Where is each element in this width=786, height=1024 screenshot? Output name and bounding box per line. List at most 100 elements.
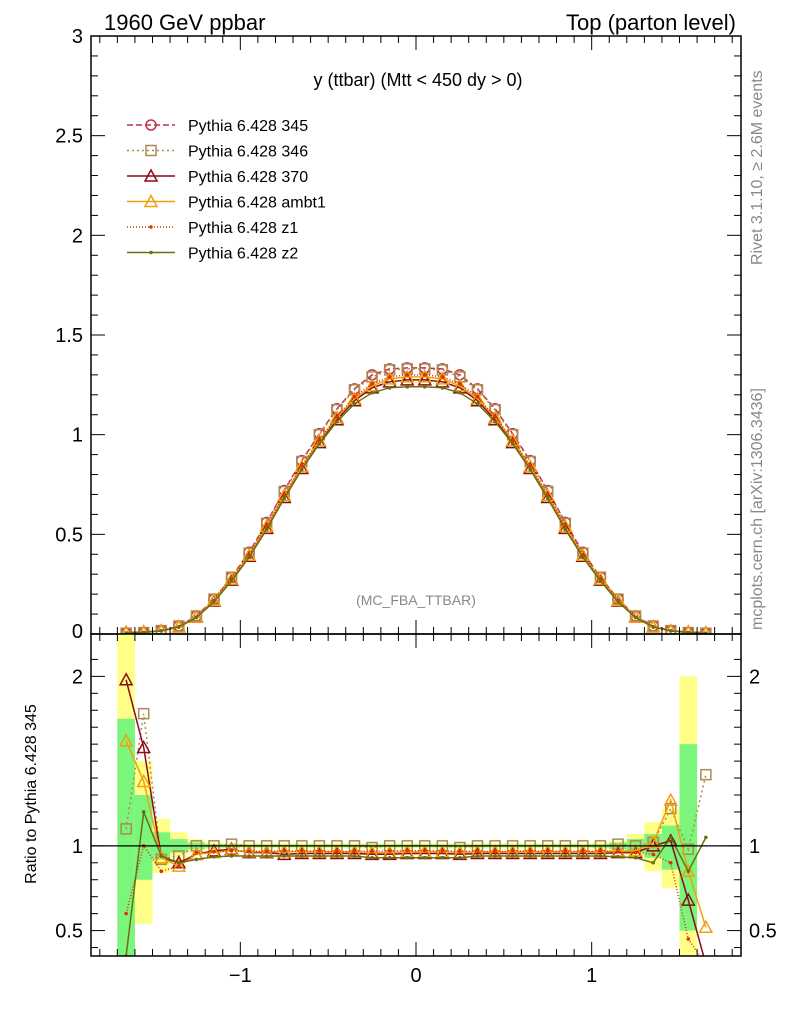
legend-entry-label: Pythia 6.428 ambt1 [188, 195, 326, 212]
main-point-z2-dot-marker [422, 385, 427, 389]
main-point-z1-dot-marker [458, 382, 462, 386]
ratio-point-s370-triangle-marker [347, 845, 362, 860]
ratio-point-z2-dot-marker [475, 854, 480, 858]
main-series-group [120, 362, 712, 634]
main-point-z1-dot-marker [528, 463, 532, 468]
main-point-ambt1-triangle-marker [276, 487, 292, 502]
ratio-point-z1-dot-marker [370, 849, 374, 854]
ratio-point-s370-triangle-marker [118, 672, 134, 686]
ratio-series-line-ambt1 [125, 740, 707, 928]
ratio-point-z2-dot-marker [229, 854, 234, 858]
main-point-s370-triangle-marker [399, 372, 415, 386]
ratio-point-z1-dot-marker [212, 849, 216, 854]
main-point-z1-dot-marker [352, 394, 357, 399]
ratio-point-z1-dot-marker [317, 849, 322, 853]
main-point-s370-triangle-marker [540, 489, 556, 504]
legend-entry-label: Pythia 6.428 346 [188, 144, 308, 161]
ratio-xtick-label: −1 [229, 965, 252, 987]
main-point-z2-dot-marker [229, 579, 234, 583]
ratio-point-z1-dot-marker [264, 849, 269, 854]
process-label: Top (parton level) [566, 10, 736, 35]
ratio-point-z1-dot-marker [458, 849, 462, 854]
ratio-ytick-label: 0.5 [55, 921, 83, 943]
ratio-point-z2-dot-marker [194, 857, 199, 862]
ratio-axes: 0.5 0.5 1 1 2 2 −1 0 1 [55, 633, 777, 987]
ratio-point-ambt1-triangle-marker [681, 863, 696, 878]
legend-triangle-marker [143, 168, 159, 182]
main-point-z1-dot-marker [387, 375, 392, 379]
ratio-point-z2-dot-marker [440, 855, 445, 860]
main-point-z2-dot-marker [370, 391, 374, 395]
ratio-point-z2-dot-marker [159, 854, 164, 858]
ratio-point-s370-triangle-marker [593, 845, 608, 860]
ratio-point-z2-dot-marker [616, 855, 620, 859]
ratio-series-line-s370 [125, 679, 705, 956]
main-point-z1-dot-marker [317, 437, 322, 442]
ratio-point-z2-dot-marker [581, 854, 585, 858]
ratio-point-z2-dot-marker [686, 869, 691, 874]
main-point-z1-dot-marker [300, 463, 304, 468]
legend-dot-marker [149, 250, 153, 255]
main-ytick-label: 2.5 [55, 126, 83, 148]
ratio-point-z2-dot-marker [493, 854, 497, 858]
main-series-line-s345 [126, 367, 706, 634]
ratio-point-z1-dot-marker [493, 849, 497, 854]
ratio-point-z2-dot-marker [282, 854, 287, 858]
ratio-point-s370-triangle-marker [312, 845, 327, 860]
main-point-ambt1-triangle-marker [610, 592, 626, 607]
mcplots-label: mcplots.cern.ch [arXiv:1306.3436] [749, 388, 766, 630]
ratio-point-z1-dot-marker [159, 869, 164, 874]
ratio-point-z1-dot-marker [387, 849, 392, 853]
ratio-point-z2-dot-marker [352, 854, 357, 858]
ratio-point-z1-dot-marker [335, 849, 339, 854]
main-ytick-label: 1.5 [55, 325, 83, 347]
main-point-z1-dot-marker [405, 373, 410, 377]
ratio-point-s346-square-marker [137, 707, 150, 720]
ratio-point-z1-dot-marker [581, 849, 585, 854]
ratio-point-z2-dot-marker [387, 855, 392, 860]
ratio-uncertainty-bands [117, 634, 698, 956]
ratio-point-z2-dot-marker [510, 854, 515, 858]
main-point-z2-dot-marker [598, 579, 603, 583]
ratio-ytick-label: 1 [72, 836, 83, 858]
ratio-point-s370-triangle-marker [558, 845, 573, 860]
ratio-point-z2-dot-marker [177, 860, 181, 865]
ratio-y-axis-label: Ratio to Pythia 6.428 345 [23, 704, 40, 884]
ratio-point-s346-square-marker [612, 838, 624, 850]
ratio-frame [90, 633, 742, 957]
ratio-point-z1-dot-marker [616, 849, 620, 854]
main-point-s370-triangle-marker [259, 520, 274, 535]
main-point-z2-dot-marker [159, 629, 164, 633]
main-point-ambt1-triangle-marker [645, 619, 661, 633]
ratio-point-z1-dot-marker [668, 860, 673, 865]
ratio-point-z1-dot-marker [528, 849, 532, 853]
main-point-z2-dot-marker [616, 599, 620, 604]
main-point-z2-dot-marker [475, 401, 480, 406]
main-point-z1-dot-marker [440, 375, 445, 379]
main-ytick-label: 1 [72, 425, 83, 447]
main-point-z1-dot-marker [475, 394, 480, 399]
main-point-s370-triangle-marker [417, 372, 433, 386]
main-point-z1-dot-marker [370, 382, 374, 386]
ratio-point-z1-dot-marker [282, 849, 287, 853]
main-point-ambt1-triangle-marker [575, 547, 591, 562]
ratio-point-z2-dot-marker [264, 854, 269, 858]
ratio-ytick-label-right: 0.5 [749, 921, 777, 943]
ratio-point-z2-dot-marker [458, 855, 462, 860]
main-point-z2-dot-marker [264, 527, 269, 532]
main-point-z2-dot-marker [581, 555, 585, 560]
main-point-z1-dot-marker [510, 437, 515, 442]
main-ytick-label: 3 [72, 26, 83, 48]
main-point-z2-dot-marker [352, 401, 357, 406]
ratio-point-ambt1-triangle-marker [698, 919, 714, 933]
ratio-point-s370-triangle-marker [700, 958, 712, 969]
main-point-ambt1-triangle-marker [382, 371, 397, 385]
ratio-point-z2-dot-marker [528, 854, 532, 858]
main-point-z2-dot-marker [668, 629, 673, 633]
ratio-point-s370-triangle-marker [540, 845, 556, 860]
legend-square-marker [145, 144, 157, 157]
main-point-s370-triangle-marker [347, 393, 362, 407]
main-point-z2-dot-marker [633, 615, 638, 620]
ratio-point-z2-dot-marker [405, 855, 410, 860]
main-point-z2-dot-marker [212, 599, 216, 604]
